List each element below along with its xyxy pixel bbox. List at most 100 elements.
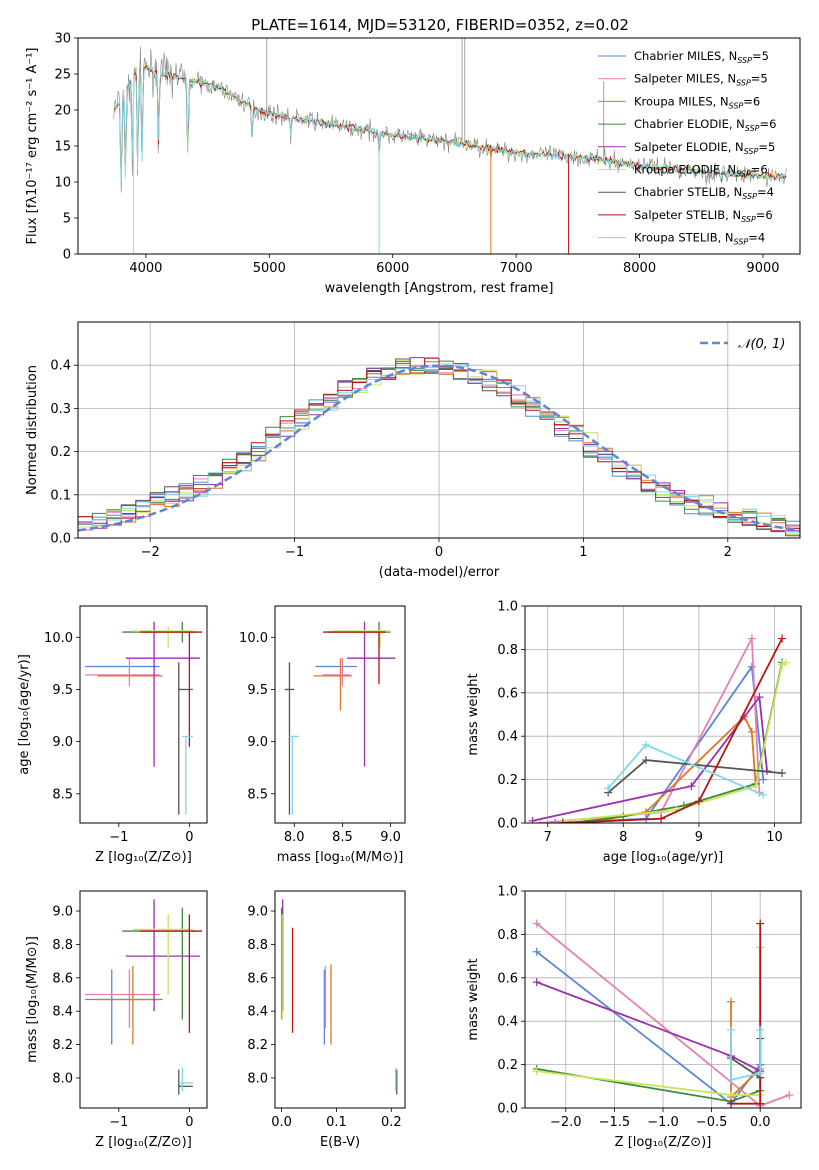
axes-frame: [524, 890, 802, 1109]
y-tick-label: 0.0: [497, 817, 518, 832]
y-tick-label: 8.4: [247, 1005, 268, 1020]
weight-marker: [778, 769, 787, 778]
weight-marker: [551, 819, 560, 823]
x-tick-label: 7000: [500, 261, 533, 276]
figure-title: PLATE=1614, MJD=53120, FIBERID=0352, z=0…: [251, 16, 629, 34]
weight-marker: [751, 782, 760, 791]
x-tick-label: −1.0: [647, 1115, 679, 1130]
weight-marker: [532, 978, 541, 987]
x-axis-label: wavelength [Angstrom, rest frame]: [325, 281, 554, 296]
y-tick-label: 8.2: [52, 1038, 73, 1053]
y-tick-label: 0.8: [497, 928, 518, 943]
y-tick-label: 9.0: [247, 735, 268, 750]
weight-line: [562, 638, 783, 823]
y-axis-label: age [log₁₀(age/yr)]: [17, 654, 32, 775]
axes-frame: [77, 37, 801, 255]
y-tick-label: 0.3: [50, 402, 71, 417]
y-tick-label: 8.8: [52, 938, 73, 953]
x-tick-label: 9000: [746, 261, 779, 276]
weight-marker: [781, 658, 790, 667]
x-axis-label: Z [log₁₀(Z/Z⊙)]: [95, 1135, 192, 1150]
y-tick-label: 8.4: [52, 1005, 73, 1020]
normal-reference-curve: [78, 364, 800, 532]
weight-marker: [536, 819, 545, 823]
y-tick-label: 20: [54, 104, 71, 119]
y-tick-label: 8.2: [247, 1038, 268, 1053]
x-tick-label: 0: [185, 830, 193, 845]
plot-area: [528, 634, 790, 823]
weight-marker: [747, 662, 756, 671]
x-tick-label: 0.1: [326, 1115, 347, 1130]
residual-histogram: [78, 366, 800, 533]
plot-area: [113, 38, 787, 254]
panel-age_vs_Z: −1 0 8.5 9.0 9.5 10.0 Z [log₁₀(Z/Z⊙)] age [log₁…: [17, 605, 208, 865]
legend-label: Salpeter MILES, NSSP=5: [634, 72, 768, 88]
x-tick-label: 8.0: [284, 830, 305, 845]
weight-marker: [727, 1090, 736, 1099]
legend-label: Chabrier MILES, NSSP=5: [634, 49, 769, 65]
y-tick-label: 15: [54, 140, 71, 155]
y-tick-label: 0.4: [497, 1015, 518, 1030]
weight-marker: [604, 784, 613, 793]
x-tick-label: −1: [285, 545, 304, 560]
y-tick-label: 0.2: [497, 773, 518, 788]
panel-weight_vs_Z: −2.0 −1.5 −1.0 −0.5 0.0 0.0 0.2 0.4 0.6 0.8 1.0 Z […: [466, 885, 802, 1150]
y-tick-label: 1.0: [497, 885, 518, 900]
weight-marker: [727, 997, 736, 1006]
weight-marker: [759, 775, 768, 784]
plot-area: [532, 919, 794, 1108]
plot-area: [78, 357, 800, 537]
weight-line: [536, 981, 761, 1072]
weight-marker: [619, 812, 628, 821]
y-tick-label: 0.1: [50, 488, 71, 503]
x-tick-label: 0: [435, 545, 443, 560]
weight-line: [570, 662, 783, 823]
y-tick-label: 0.2: [497, 1058, 518, 1073]
weight-marker: [778, 634, 787, 643]
x-tick-label: −2.0: [550, 1115, 582, 1130]
x-tick-label: −1.5: [599, 1115, 631, 1130]
y-tick-label: 1.0: [497, 600, 518, 615]
axes-frame: [524, 605, 802, 824]
x-tick-label: 10: [766, 830, 783, 845]
x-tick-label: 8000: [623, 261, 656, 276]
y-tick-label: 0.6: [497, 686, 518, 701]
y-tick-label: 8.5: [52, 787, 73, 802]
y-axis-label: mass weight: [466, 673, 481, 755]
legend: Chabrier MILES, NSSP=5 Salpeter MILES, NS…: [598, 49, 776, 247]
x-tick-label: 9.0: [380, 830, 401, 845]
weight-marker: [532, 947, 541, 956]
panel-weight_vs_age: 7 8 9 10 0.0 0.2 0.4 0.6 0.8 1.0 age [log₁₀(age/yr…: [466, 600, 802, 865]
legend-label: Kroupa ELODIE, NSSP=6: [634, 163, 768, 179]
legend-label: Kroupa STELIB, NSSP=4: [634, 231, 765, 247]
y-tick-label: 0.2: [50, 445, 71, 460]
panel-spectrum: 4000 5000 6000 7000 8000 9000 0 5 10 15 20 25 30 wave…: [25, 32, 801, 296]
legend-label: Kroupa MILES, NSSP=6: [634, 94, 760, 110]
y-axis-label: Normed distribution: [25, 365, 40, 495]
y-axis-label: mass weight: [466, 958, 481, 1040]
weight-marker: [528, 816, 537, 823]
x-tick-label: 7: [544, 830, 552, 845]
plot-area: [284, 621, 396, 815]
weight-marker: [747, 727, 756, 736]
y-tick-label: 10.0: [239, 631, 268, 646]
x-tick-label: 4000: [129, 261, 162, 276]
weight-marker: [747, 634, 756, 643]
weight-marker: [657, 814, 666, 823]
weight-marker: [558, 819, 567, 823]
x-tick-label: −2: [141, 545, 160, 560]
x-tick-label: 2: [724, 545, 732, 560]
weight-marker: [759, 790, 768, 799]
y-tick-label: 9.5: [247, 683, 268, 698]
y-tick-label: 9.0: [52, 905, 73, 920]
y-tick-label: 0.4: [497, 730, 518, 745]
panel-residuals: −2 −1 0 1 2 0.0 0.1 0.2 0.3 0.4 (data-model)/error…: [25, 321, 801, 580]
x-axis-label: Z [log₁₀(Z/Z⊙)]: [95, 850, 192, 865]
x-axis-label: mass [log₁₀(M/M⊙)]: [277, 850, 404, 865]
panel-mass_vs_EBV: 0.0 0.1 0.2 8.0 8.2 8.4 8.6 8.8 9.0 E(B-V): [247, 890, 406, 1150]
y-tick-label: 0.6: [497, 971, 518, 986]
legend-label: Chabrier ELODIE, NSSP=6: [634, 117, 776, 133]
weight-marker: [694, 797, 703, 806]
weight-line: [585, 715, 757, 823]
